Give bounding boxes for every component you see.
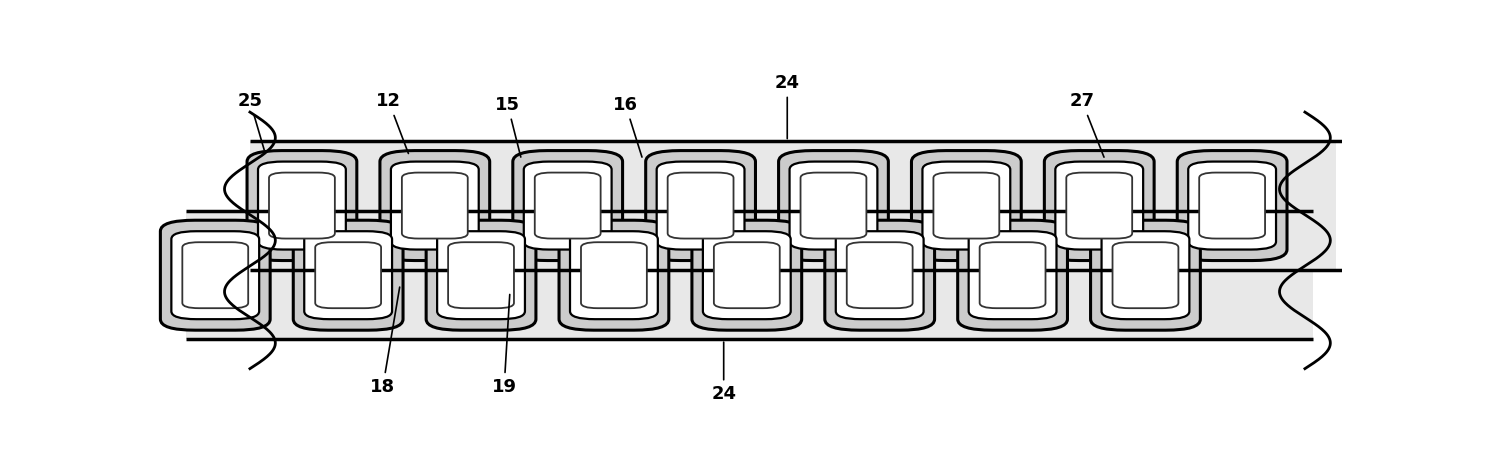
FancyBboxPatch shape [801, 173, 866, 238]
FancyBboxPatch shape [535, 173, 601, 238]
FancyBboxPatch shape [391, 161, 479, 249]
FancyBboxPatch shape [1090, 220, 1200, 330]
Text: 25: 25 [237, 92, 264, 150]
FancyBboxPatch shape [1188, 161, 1276, 249]
FancyBboxPatch shape [1199, 173, 1264, 238]
FancyBboxPatch shape [980, 242, 1045, 308]
FancyBboxPatch shape [1044, 150, 1154, 260]
FancyBboxPatch shape [847, 242, 912, 308]
FancyBboxPatch shape [161, 220, 270, 330]
FancyBboxPatch shape [304, 231, 392, 319]
FancyBboxPatch shape [449, 242, 514, 308]
FancyBboxPatch shape [1112, 242, 1178, 308]
FancyBboxPatch shape [426, 220, 535, 330]
FancyBboxPatch shape [1056, 161, 1144, 249]
FancyBboxPatch shape [1102, 231, 1190, 319]
Text: 16: 16 [613, 96, 643, 157]
FancyBboxPatch shape [957, 220, 1068, 330]
FancyBboxPatch shape [836, 231, 923, 319]
Text: 27: 27 [1069, 92, 1103, 157]
Text: 18: 18 [370, 287, 400, 396]
FancyBboxPatch shape [315, 242, 382, 308]
FancyBboxPatch shape [668, 173, 734, 238]
FancyBboxPatch shape [933, 173, 999, 238]
FancyBboxPatch shape [182, 242, 248, 308]
FancyBboxPatch shape [1066, 173, 1132, 238]
FancyBboxPatch shape [248, 150, 356, 260]
FancyBboxPatch shape [778, 150, 889, 260]
FancyBboxPatch shape [570, 231, 658, 319]
FancyBboxPatch shape [437, 231, 525, 319]
Text: 15: 15 [495, 96, 520, 157]
FancyBboxPatch shape [171, 231, 259, 319]
FancyBboxPatch shape [523, 161, 611, 249]
FancyBboxPatch shape [1178, 150, 1287, 260]
FancyBboxPatch shape [403, 173, 468, 238]
FancyBboxPatch shape [258, 161, 346, 249]
FancyBboxPatch shape [714, 242, 780, 308]
FancyBboxPatch shape [790, 161, 877, 249]
Text: 24: 24 [711, 342, 737, 403]
Bar [186, 211, 1314, 339]
Text: 12: 12 [376, 92, 409, 153]
FancyBboxPatch shape [294, 220, 403, 330]
FancyBboxPatch shape [923, 161, 1011, 249]
FancyBboxPatch shape [692, 220, 802, 330]
FancyBboxPatch shape [702, 231, 790, 319]
FancyBboxPatch shape [581, 242, 647, 308]
FancyBboxPatch shape [513, 150, 623, 260]
FancyBboxPatch shape [380, 150, 489, 260]
FancyBboxPatch shape [969, 231, 1057, 319]
Bar [250, 141, 1336, 270]
FancyBboxPatch shape [911, 150, 1021, 260]
FancyBboxPatch shape [656, 161, 744, 249]
FancyBboxPatch shape [268, 173, 335, 238]
FancyBboxPatch shape [559, 220, 669, 330]
Text: 24: 24 [775, 74, 799, 139]
Text: 19: 19 [492, 295, 517, 396]
FancyBboxPatch shape [825, 220, 935, 330]
FancyBboxPatch shape [646, 150, 756, 260]
